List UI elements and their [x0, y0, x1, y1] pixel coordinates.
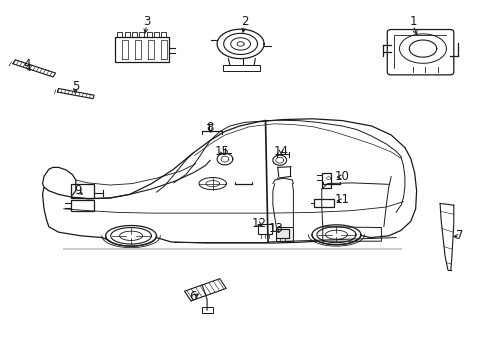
Bar — [115, 37, 168, 62]
Text: 10: 10 — [334, 170, 349, 183]
Text: 1: 1 — [408, 15, 416, 28]
Text: 11: 11 — [334, 193, 349, 206]
Bar — [71, 184, 94, 198]
Text: 15: 15 — [215, 145, 229, 158]
Text: 9: 9 — [74, 184, 82, 197]
Text: 14: 14 — [273, 145, 288, 158]
Text: 2: 2 — [240, 15, 248, 28]
Text: 13: 13 — [268, 222, 283, 235]
Bar — [223, 65, 260, 71]
Text: 12: 12 — [251, 217, 266, 230]
Text: 8: 8 — [206, 121, 214, 134]
Text: 3: 3 — [142, 15, 150, 28]
Bar — [276, 229, 288, 238]
Bar — [71, 200, 94, 211]
Bar — [321, 173, 330, 188]
Bar — [314, 199, 333, 207]
Polygon shape — [276, 227, 293, 241]
Text: 4: 4 — [23, 58, 31, 71]
Text: 7: 7 — [455, 229, 463, 242]
Text: 6: 6 — [189, 291, 197, 303]
Bar — [202, 307, 212, 313]
Bar — [258, 224, 271, 234]
Text: 5: 5 — [72, 80, 80, 93]
